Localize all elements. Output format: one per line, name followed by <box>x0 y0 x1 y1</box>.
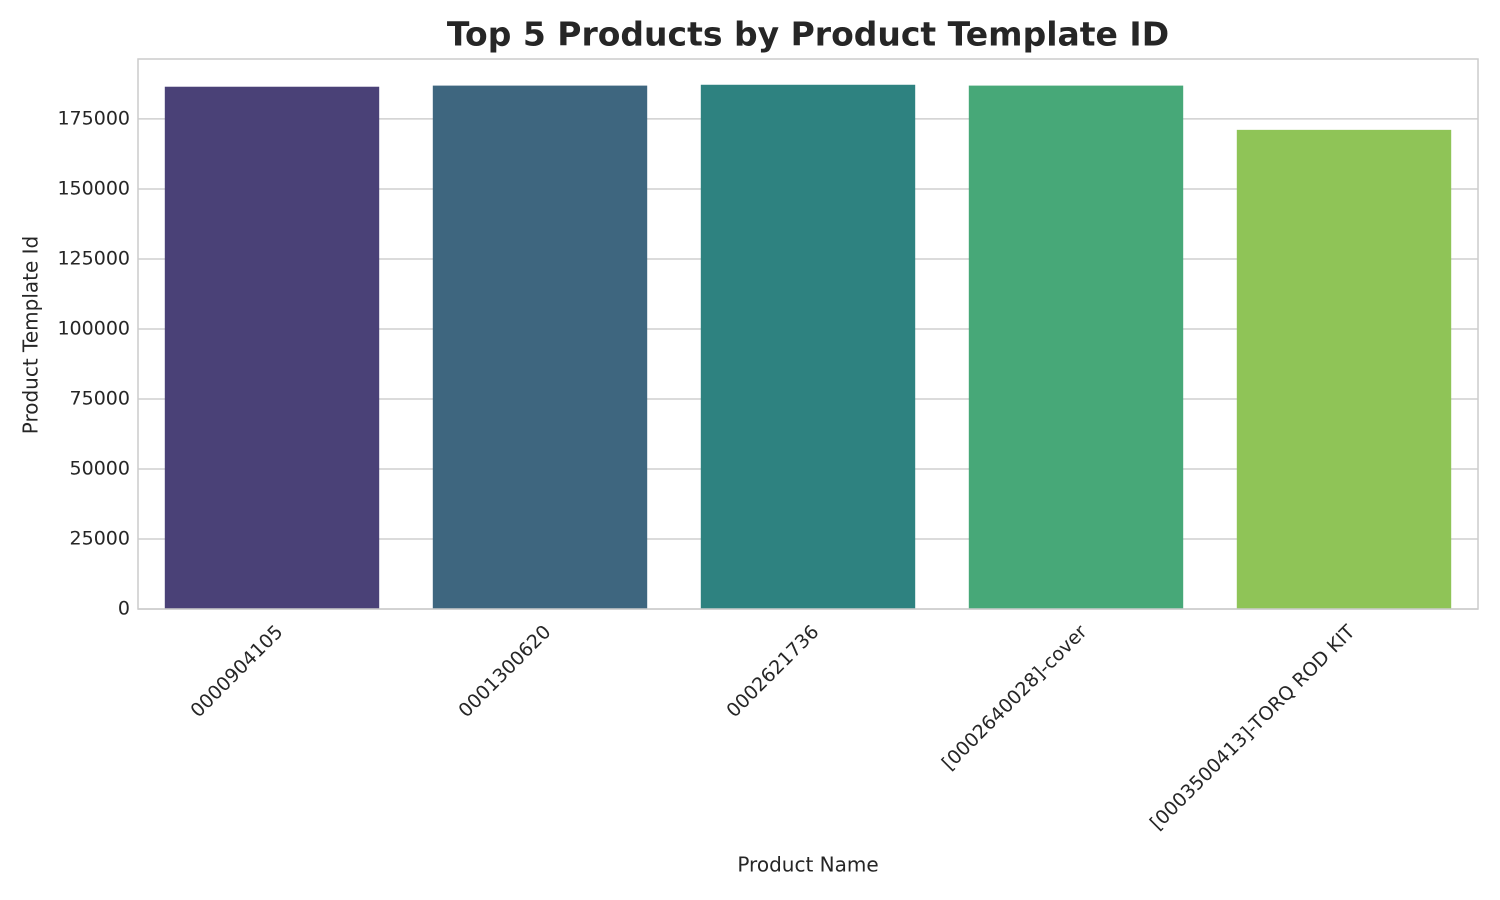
bar <box>164 86 380 610</box>
y-tick-label: 100000 <box>57 317 130 339</box>
x-tick-label: 0002621736 <box>722 621 823 722</box>
x-tick-label: [0002640028]-cover <box>938 621 1092 775</box>
y-tick-label: 175000 <box>57 107 130 129</box>
chart-title: Top 5 Products by Product Template ID <box>447 15 1169 54</box>
y-tick-label: 75000 <box>70 387 130 409</box>
x-tick-label: 0000904105 <box>186 621 287 722</box>
bar <box>1236 129 1452 609</box>
x-tick-label: 0001300620 <box>454 621 555 722</box>
plot-frame <box>137 58 1479 610</box>
y-tick-label: 150000 <box>57 177 130 199</box>
bar <box>968 85 1184 609</box>
y-tick-label: 50000 <box>70 457 130 479</box>
y-tick-label: 125000 <box>57 247 130 269</box>
bar <box>432 85 648 609</box>
y-tick-label: 25000 <box>70 527 130 549</box>
x-axis-label: Product Name <box>737 853 878 877</box>
bar <box>700 84 916 610</box>
y-axis-label: Product Template Id <box>19 236 43 435</box>
x-tick-label: [0003500413]-TORQ ROD KIT <box>1146 621 1360 835</box>
y-tick-label: 0 <box>118 598 130 620</box>
